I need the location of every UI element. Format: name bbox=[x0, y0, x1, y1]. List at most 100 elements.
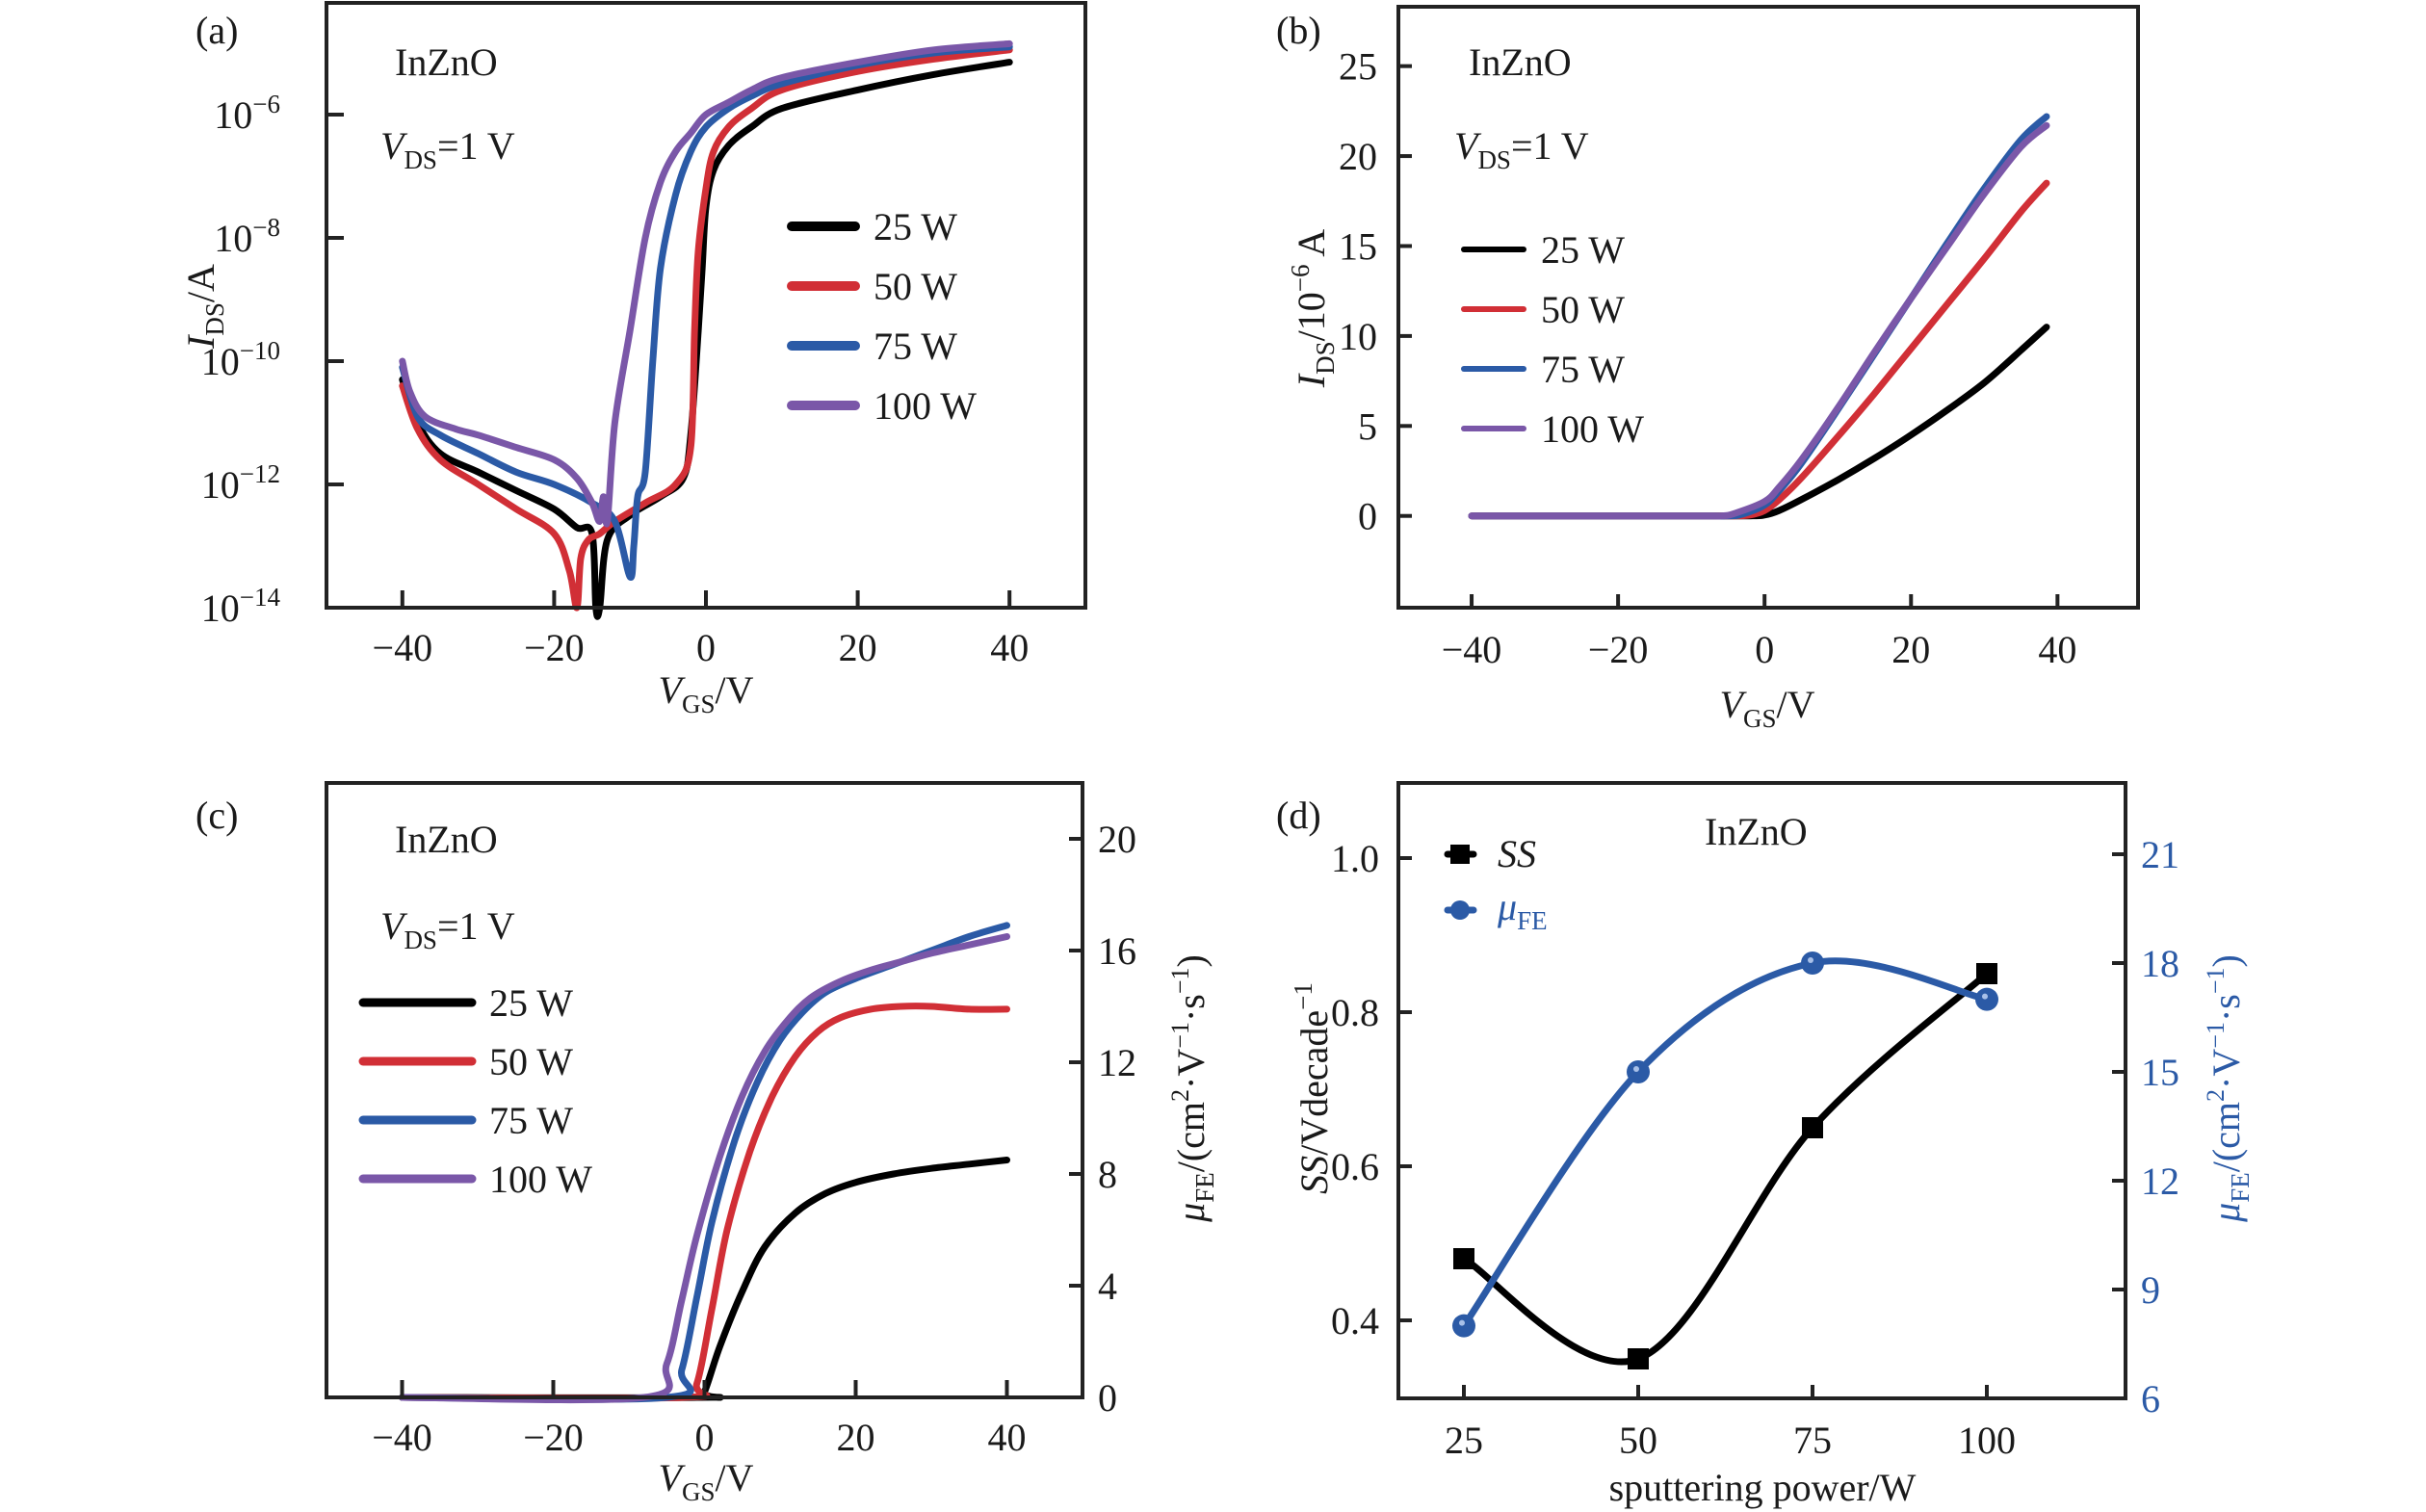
tick-exponent: −10 bbox=[240, 336, 280, 365]
panel-c-label: (c) bbox=[196, 794, 238, 837]
y-tick-label: 0.8 bbox=[1331, 991, 1379, 1034]
panel-d-legend: SS μFE bbox=[1444, 832, 1548, 935]
marker-mu-fe-highlight bbox=[1808, 957, 1813, 963]
panel-d-frame bbox=[1396, 781, 2127, 1400]
y-tick-label: 10 bbox=[1339, 315, 1377, 358]
unit-sup: 2 bbox=[1166, 1089, 1194, 1102]
panel-b-frame bbox=[1396, 5, 2140, 610]
y-title-symbol: μ bbox=[2204, 1203, 2248, 1223]
panel-b-label: (b) bbox=[1276, 9, 1321, 52]
panel-b-material: InZnO bbox=[1469, 40, 1572, 84]
y-tick-label: 25 bbox=[1339, 45, 1377, 89]
tick-base: 10 bbox=[214, 217, 252, 260]
panel-b-y-title: IDS/10−6 A bbox=[1286, 229, 1340, 388]
marker-mu-fe-highlight bbox=[1982, 993, 1988, 1000]
panel-b-x-ticks: −40 −20 0 20 40 bbox=[1442, 594, 2076, 671]
legend-label-50-w: 50 W bbox=[874, 265, 957, 308]
unit-part: ·s bbox=[2204, 994, 2248, 1022]
x-title-symbol: V bbox=[659, 1456, 687, 1499]
unit-part: ) bbox=[1169, 954, 1213, 967]
y-title-symbol: I bbox=[1290, 373, 1333, 388]
curve-50-w bbox=[399, 46, 1013, 612]
curve-100-w bbox=[1468, 121, 2050, 520]
vds-symbol: V bbox=[380, 124, 408, 168]
y-title-subscript: DS bbox=[1311, 341, 1340, 375]
x-title-subscript: GS bbox=[682, 1477, 716, 1506]
legend-label-75-w: 75 W bbox=[874, 325, 957, 368]
x-tick-label: −20 bbox=[524, 626, 585, 669]
panel-d-y-ticks-right: 6 9 12 15 18 21 bbox=[2112, 833, 2179, 1421]
y-title-exponent: −6 bbox=[1286, 264, 1315, 292]
x-title-subscript: GS bbox=[1743, 704, 1777, 733]
unit-part: ·V bbox=[1169, 1049, 1213, 1089]
x-tick-label: 0 bbox=[1755, 628, 1774, 671]
tick-exponent: −8 bbox=[252, 213, 280, 242]
x-tick-label: 20 bbox=[837, 1416, 875, 1459]
panel-b-vds: VDS=1 V bbox=[1454, 124, 1589, 174]
y-title-symbol: I bbox=[179, 334, 222, 350]
y-title-subscript: FE bbox=[1190, 1172, 1219, 1203]
tick-exponent: −14 bbox=[240, 583, 281, 612]
y-tick-label: 10−12 bbox=[201, 459, 280, 507]
panel-c-vds: VDS=1 V bbox=[380, 904, 515, 954]
panel-c-y-ticks: 0 4 8 12 16 20 bbox=[1069, 818, 1136, 1420]
y-tick-label: 10−14 bbox=[201, 583, 281, 630]
x-tick-label: −20 bbox=[1588, 628, 1649, 671]
panel-a-x-ticks: −40 −20 0 20 40 bbox=[373, 590, 1029, 669]
marker-mu-fe bbox=[1801, 952, 1824, 975]
y-title-exponent: −1 bbox=[1289, 982, 1317, 1010]
panel-b-legend: 25 W 50 W 75 W 100 W bbox=[1461, 228, 1644, 451]
y-tick-label: 0.6 bbox=[1331, 1145, 1379, 1188]
legend-ss-label: SS bbox=[1498, 832, 1536, 875]
vds-value: =1 V bbox=[1511, 124, 1589, 168]
unit-sup: −1 bbox=[1166, 1022, 1194, 1049]
panel-b-y-ticks: 0 5 10 15 20 25 bbox=[1339, 45, 1412, 538]
panel-b-x-title: VGS/V bbox=[1720, 683, 1815, 733]
y-tick-label: 0.4 bbox=[1331, 1299, 1379, 1343]
panel-d: (d) 25 50 75 100 0.4 0.6 0.8 1.0 6 9 12 15 18 21 In… bbox=[1276, 781, 2255, 1509]
curve-mu-fe bbox=[1460, 957, 1991, 1330]
tick-base: 10 bbox=[201, 587, 240, 630]
x-title-unit: /V bbox=[715, 1456, 753, 1499]
x-tick-label: −40 bbox=[373, 626, 433, 669]
legend-label-75-w: 75 W bbox=[1541, 348, 1625, 391]
legend-ss-square-icon bbox=[1450, 845, 1470, 864]
x-tick-label: 25 bbox=[1445, 1419, 1483, 1462]
x-title-unit: /V bbox=[1776, 683, 1814, 726]
y-right-tick-label: 15 bbox=[2141, 1051, 2179, 1094]
tick-base: 10 bbox=[201, 463, 240, 507]
panel-c-x-ticks: −40 −20 0 20 40 bbox=[372, 1380, 1027, 1459]
y-tick-label: 20 bbox=[1098, 818, 1136, 861]
panel-a: (a) −40 −20 0 20 40 10−1410−1210−1010−810−6 … bbox=[179, 1, 1087, 718]
x-title-subscript: GS bbox=[682, 690, 716, 718]
y-title-subscript: DS bbox=[200, 302, 229, 336]
y-tick-label: 0 bbox=[1098, 1376, 1117, 1420]
marker-ss bbox=[1628, 1348, 1649, 1369]
vds-subscript: DS bbox=[1477, 145, 1511, 174]
marker-mu-fe-highlight bbox=[1459, 1319, 1465, 1326]
panel-d-curves bbox=[1452, 952, 1998, 1369]
y-tick-label: 10−6 bbox=[214, 90, 280, 137]
tick-base: 10 bbox=[201, 340, 240, 383]
legend-label-25-w: 25 W bbox=[489, 981, 573, 1025]
y-right-tick-label: 18 bbox=[2141, 942, 2179, 985]
x-tick-label: 40 bbox=[2038, 628, 2076, 671]
y-tick-label: 10−8 bbox=[214, 213, 280, 260]
legend-label-100-w: 100 W bbox=[1541, 407, 1644, 451]
x-tick-label: 40 bbox=[990, 626, 1029, 669]
x-tick-label: −20 bbox=[523, 1416, 584, 1459]
y-tick-label: 12 bbox=[1098, 1041, 1136, 1084]
curve-100-w bbox=[399, 39, 1013, 528]
y-title-unit: /Vdecade bbox=[1292, 1010, 1336, 1156]
panel-c-material: InZnO bbox=[395, 818, 498, 861]
y-title-unit: /A bbox=[179, 264, 222, 302]
vds-value: =1 V bbox=[437, 124, 515, 168]
x-tick-label: −40 bbox=[1442, 628, 1502, 671]
x-tick-label: −40 bbox=[372, 1416, 432, 1459]
unit-part: ) bbox=[2204, 954, 2248, 967]
unit-sup: −1 bbox=[2202, 1022, 2230, 1049]
